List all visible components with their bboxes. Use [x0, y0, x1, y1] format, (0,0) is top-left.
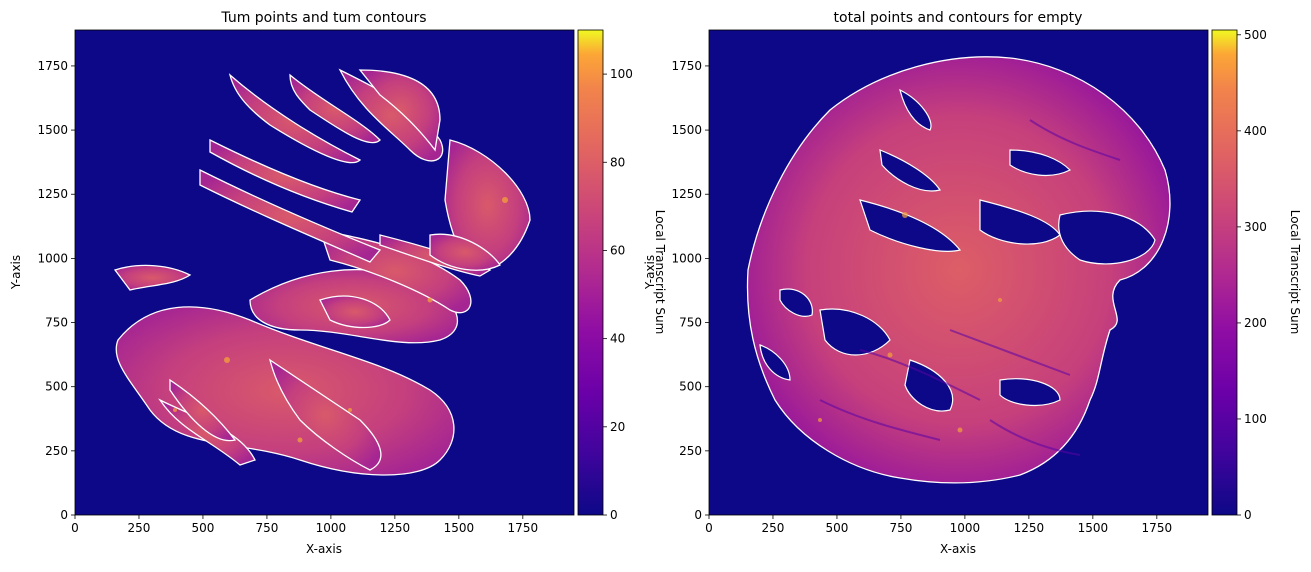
- left-colorbar-tick-label: 60: [610, 243, 625, 257]
- right-x-axis: 0 250 500 750 1000 1250 1500 1750: [705, 515, 1172, 535]
- right-ytick-label: 1250: [671, 187, 702, 201]
- left-xtick-label: 500: [191, 521, 214, 535]
- right-colorbar-tick-label: 400: [1244, 124, 1267, 138]
- right-xtick-label: 0: [705, 521, 713, 535]
- left-ytick-label: 500: [45, 380, 68, 394]
- left-ytick-label: 0: [60, 508, 68, 522]
- right-colorbar-label: Local Transcript Sum: [1288, 210, 1302, 335]
- right-colorbar-ticks: 0 100 200 300 400 500: [1237, 28, 1267, 522]
- right-panel: total points and contours for empty: [643, 10, 1302, 556]
- right-xtick-label: 1250: [1014, 521, 1045, 535]
- right-xtick-label: 250: [762, 521, 785, 535]
- right-xtick-label: 750: [889, 521, 912, 535]
- left-ytick-label: 1250: [37, 187, 68, 201]
- left-xtick-label: 1000: [316, 521, 347, 535]
- left-xtick-label: 1250: [380, 521, 411, 535]
- left-ytick-label: 1000: [37, 251, 68, 265]
- left-ytick-label: 750: [45, 316, 68, 330]
- left-colorbar: [577, 29, 604, 516]
- left-tissue-regions: [113, 68, 531, 476]
- left-hotspots: [173, 197, 508, 443]
- right-ytick-label: 500: [679, 380, 702, 394]
- left-colorbar-tick-label: 40: [610, 332, 625, 346]
- right-y-axis: 0 250 500 750 1000 1250 1500 1750: [671, 59, 709, 522]
- left-xtick-label: 250: [128, 521, 151, 535]
- left-xtick-label: 750: [255, 521, 278, 535]
- left-colorbar-tick-label: 80: [610, 155, 625, 169]
- right-hotspots: [818, 212, 1002, 433]
- left-colorbar-tick-label: 20: [610, 420, 625, 434]
- right-xtick-label: 1000: [950, 521, 981, 535]
- right-xtick-label: 1750: [1142, 521, 1173, 535]
- left-xtick-label: 1750: [508, 521, 539, 535]
- left-colorbar-label: Local Transcript Sum: [653, 210, 667, 335]
- right-colorbar-tick-label: 200: [1244, 316, 1267, 330]
- left-xlabel: X-axis: [306, 542, 342, 556]
- left-colorbar-tick-label: 100: [610, 67, 633, 81]
- right-ytick-label: 250: [679, 444, 702, 458]
- right-ytick-label: 1750: [671, 59, 702, 73]
- left-title: Tum points and tum contours: [220, 10, 426, 26]
- right-ytick-label: 1000: [671, 251, 702, 265]
- left-xtick-label: 0: [71, 521, 79, 535]
- left-ytick-label: 1500: [37, 123, 68, 137]
- right-tissue-regions: [746, 56, 1171, 484]
- right-colorbar-tick-label: 100: [1244, 412, 1267, 426]
- left-colorbar-tick-label: 0: [610, 508, 618, 522]
- left-x-axis: 0 250 500 750 1000 1250 1500 1750: [71, 515, 538, 535]
- left-xtick-label: 1500: [444, 521, 475, 535]
- right-colorbar-tick-label: 500: [1244, 28, 1267, 42]
- right-plot-frame: [708, 29, 1209, 516]
- right-xlabel: X-axis: [940, 542, 976, 556]
- right-ytick-label: 750: [679, 316, 702, 330]
- right-xtick-label: 500: [825, 521, 848, 535]
- right-ylabel: Y-axis: [643, 255, 657, 290]
- right-texture-streaks: [819, 119, 1121, 456]
- right-xtick-label: 1500: [1078, 521, 1109, 535]
- left-panel: Tum points and tum contours 0 250 5: [9, 10, 667, 556]
- right-colorbar: [1211, 29, 1238, 516]
- right-ytick-label: 1500: [671, 123, 702, 137]
- right-ytick-label: 0: [694, 508, 702, 522]
- left-ytick-label: 250: [45, 444, 68, 458]
- left-ytick-label: 1750: [37, 59, 68, 73]
- right-colorbar-tick-label: 0: [1244, 508, 1252, 522]
- left-ylabel: Y-axis: [9, 255, 23, 290]
- right-voids: [759, 88, 1156, 412]
- right-colorbar-tick-label: 300: [1244, 220, 1267, 234]
- right-title: total points and contours for empty: [834, 10, 1083, 26]
- left-plot-frame: [74, 29, 575, 516]
- left-y-axis: 0 250 500 750 1000 1250 1500 1750: [37, 59, 75, 522]
- left-colorbar-ticks: 0 20 40 60 80 100: [603, 67, 633, 522]
